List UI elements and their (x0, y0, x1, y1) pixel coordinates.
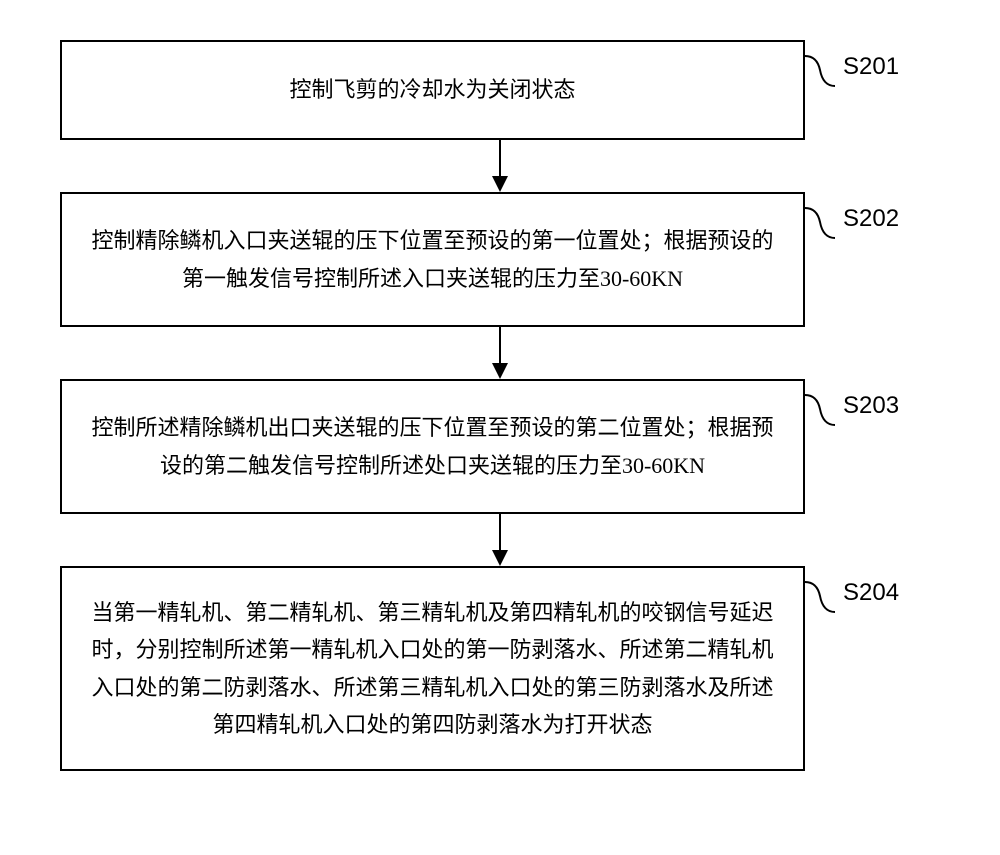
step-label: S202 (843, 205, 899, 233)
flowchart-node-s201: 控制飞剪的冷却水为关闭状态 (60, 40, 805, 140)
node-wrapper-s201: 控制飞剪的冷却水为关闭状态 S201 (60, 40, 940, 140)
flowchart-node-s204: 当第一精轧机、第二精轧机、第三精轧机及第四精轧机的咬钢信号延迟时，分别控制所述第… (60, 566, 805, 771)
label-connector-s202: S202 (805, 200, 899, 245)
node-text: 控制飞剪的冷却水为关闭状态 (289, 71, 575, 108)
node-text: 当第一精轧机、第二精轧机、第三精轧机及第四精轧机的咬钢信号延迟时，分别控制所述第… (86, 594, 779, 744)
flowchart-node-s203: 控制所述精除鳞机出口夹送辊的压下位置至预设的第二位置处；根据预设的第二触发信号控… (60, 379, 805, 514)
arrow-down-icon (488, 514, 512, 566)
step-label: S204 (843, 579, 899, 607)
node-text: 控制精除鳞机入口夹送辊的压下位置至预设的第一位置处；根据预设的第一触发信号控制所… (86, 222, 779, 297)
step-label: S201 (843, 53, 899, 81)
arrow-s202-s203 (128, 327, 873, 379)
node-wrapper-s204: 当第一精轧机、第二精轧机、第三精轧机及第四精轧机的咬钢信号延迟时，分别控制所述第… (60, 566, 940, 771)
label-connector-s203: S203 (805, 387, 899, 432)
arrow-s201-s202 (128, 140, 873, 192)
arrow-down-icon (488, 327, 512, 379)
arrow-down-icon (488, 140, 512, 192)
flowchart-container: 控制飞剪的冷却水为关闭状态 S201 控制精除鳞机入口夹送辊的压下位置至预设的第… (60, 40, 940, 771)
node-wrapper-s203: 控制所述精除鳞机出口夹送辊的压下位置至预设的第二位置处；根据预设的第二触发信号控… (60, 379, 940, 514)
curve-icon (805, 200, 835, 245)
node-text: 控制所述精除鳞机出口夹送辊的压下位置至预设的第二位置处；根据预设的第二触发信号控… (86, 409, 779, 484)
node-wrapper-s202: 控制精除鳞机入口夹送辊的压下位置至预设的第一位置处；根据预设的第一触发信号控制所… (60, 192, 940, 327)
curve-icon (805, 387, 835, 432)
flowchart-node-s202: 控制精除鳞机入口夹送辊的压下位置至预设的第一位置处；根据预设的第一触发信号控制所… (60, 192, 805, 327)
curve-icon (805, 574, 835, 619)
arrow-s203-s204 (128, 514, 873, 566)
label-connector-s201: S201 (805, 48, 899, 93)
curve-icon (805, 48, 835, 93)
label-connector-s204: S204 (805, 574, 899, 619)
step-label: S203 (843, 392, 899, 420)
